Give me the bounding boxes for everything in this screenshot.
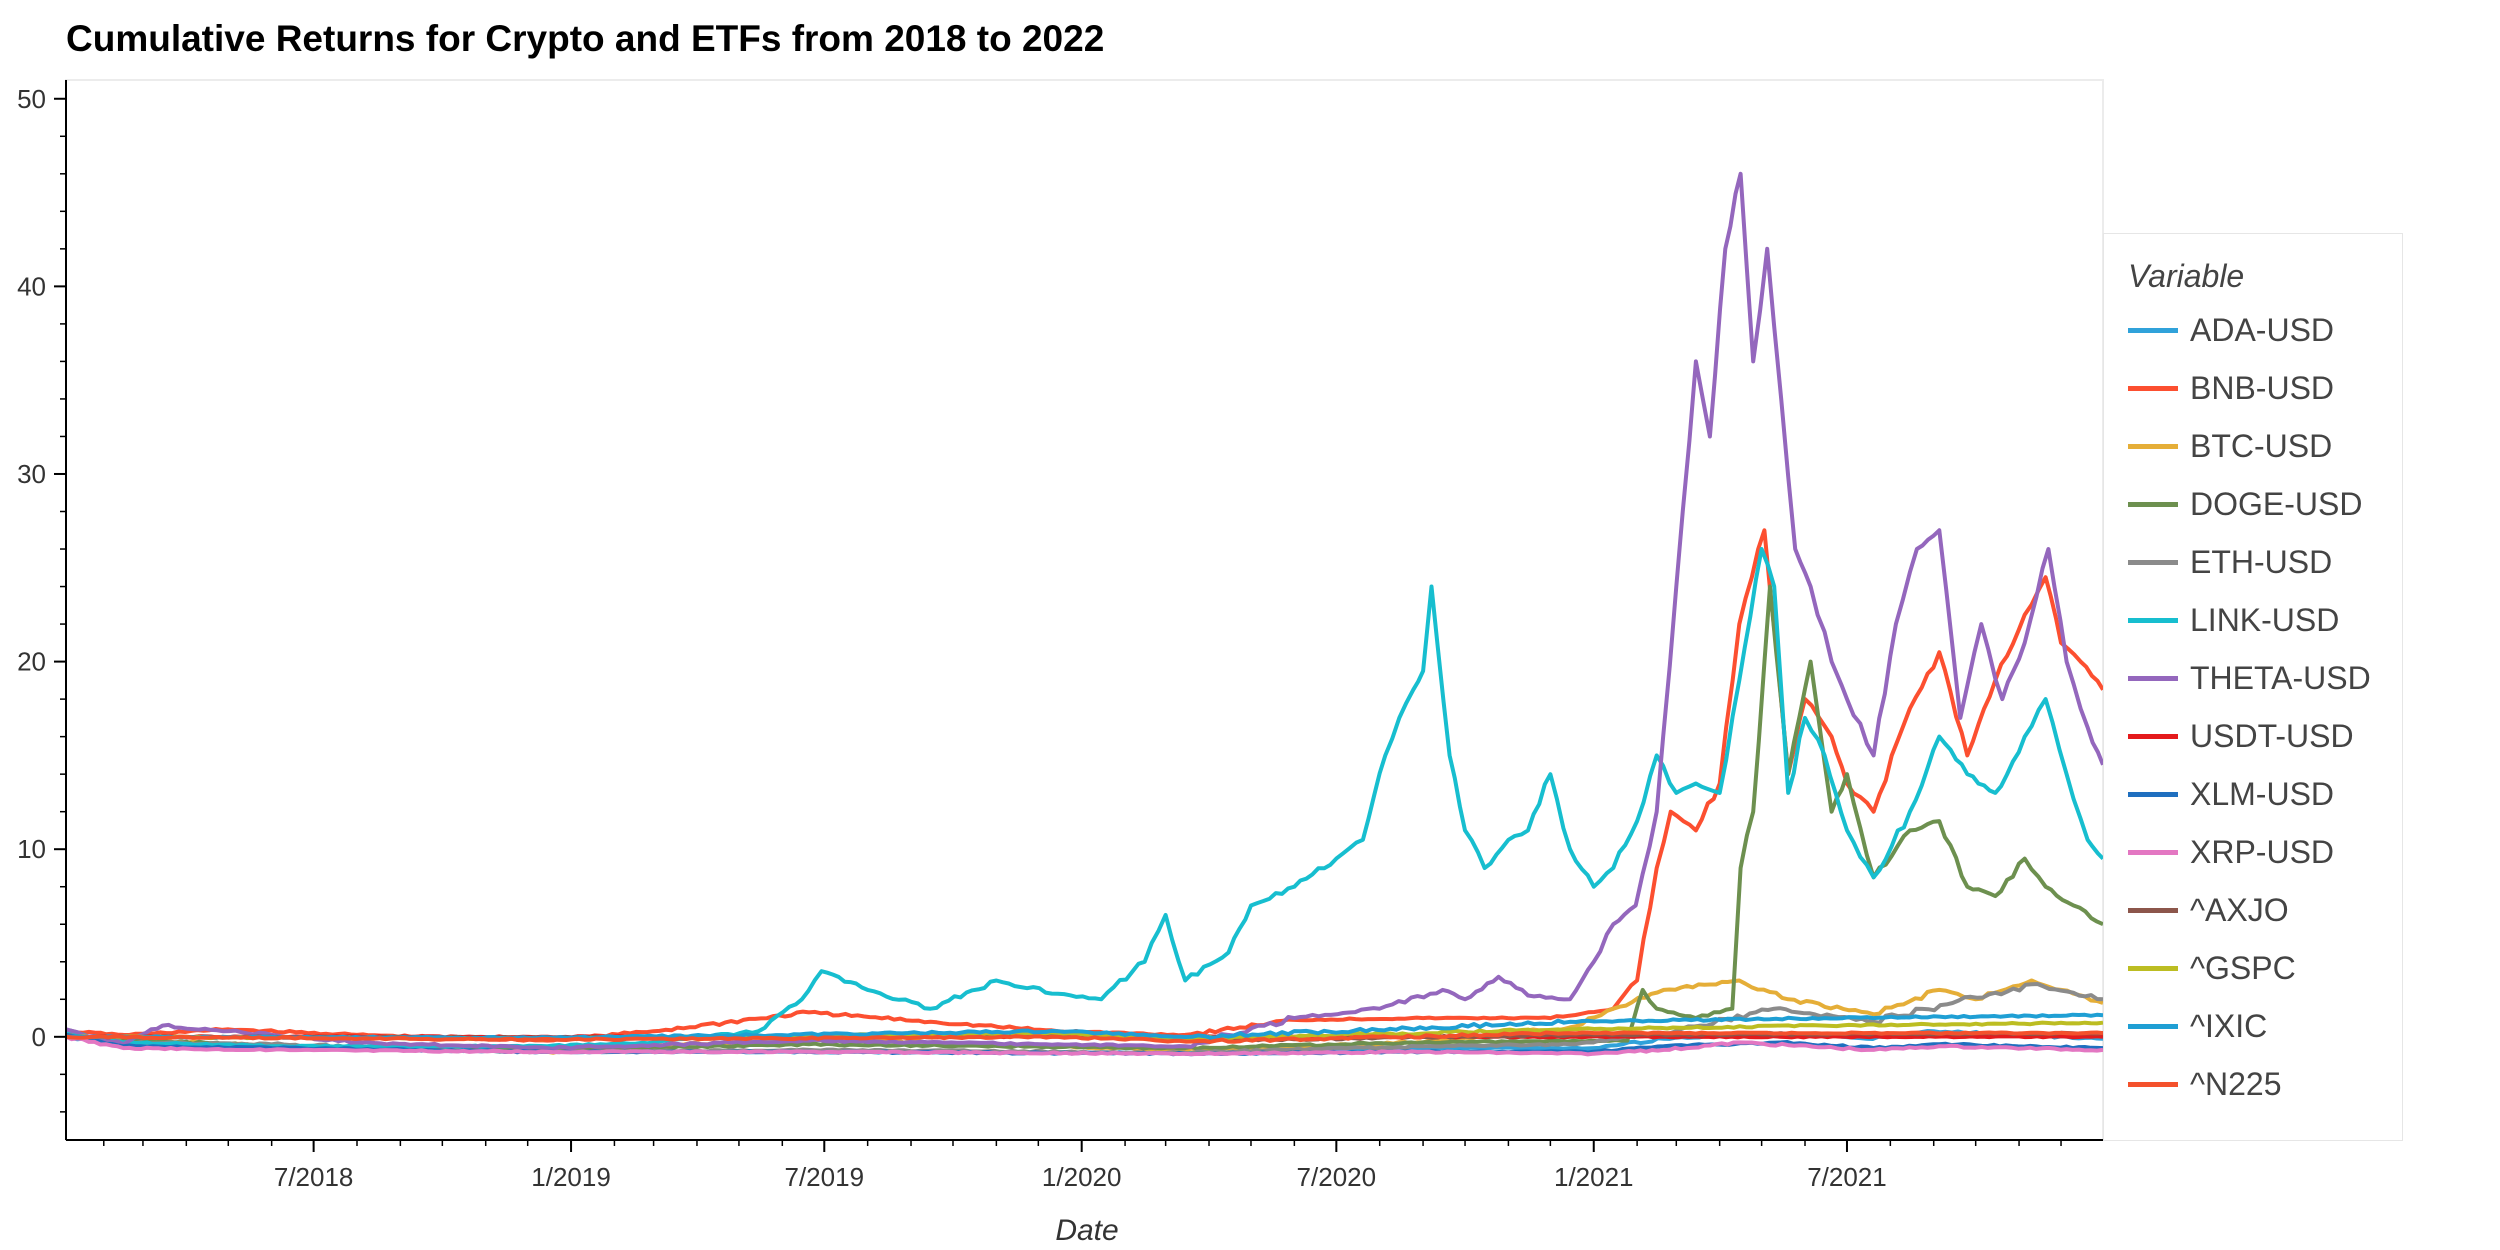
legend-label: ADA-USD	[2190, 311, 2335, 348]
series-line--n225	[65, 1030, 2104, 1044]
series-line-xrp-usd	[65, 1034, 2104, 1057]
legend-label: ETH-USD	[2190, 543, 2333, 580]
legend-item[interactable]: ^AXJO	[2128, 890, 2289, 930]
legend-label: LINK-USD	[2190, 601, 2340, 638]
chart-title: Cumulative Returns for Crypto and ETFs f…	[66, 18, 1105, 59]
x-axis-title: Date	[1055, 1214, 1118, 1247]
legend-swatch	[2128, 559, 2178, 565]
legend-item[interactable]: ^GSPC	[2128, 948, 2296, 988]
y-tick-label: 50	[17, 84, 46, 114]
legend-label: ^IXIC	[2190, 1007, 2268, 1044]
legend-label: DOGE-USD	[2190, 485, 2363, 522]
x-tick-label: 7/2018	[274, 1162, 354, 1192]
series-line-theta-usd	[65, 171, 2105, 1051]
x-tick-label: 7/2020	[1297, 1162, 1377, 1192]
plot-background	[65, 79, 2104, 1141]
legend-swatch	[2128, 1081, 2178, 1087]
legend-item[interactable]: ^IXIC	[2128, 1006, 2267, 1046]
x-tick-label: 1/2019	[531, 1162, 611, 1192]
legend-label: ^N225	[2190, 1065, 2282, 1102]
legend-item[interactable]: ETH-USD	[2128, 542, 2332, 582]
legend-swatch	[2128, 791, 2178, 797]
legend-swatch	[2128, 327, 2178, 333]
legend-swatch	[2128, 1023, 2178, 1029]
legend-swatch	[2128, 443, 2178, 449]
legend-label: BNB-USD	[2190, 369, 2335, 406]
legend-item[interactable]: XLM-USD	[2128, 774, 2334, 814]
legend-swatch	[2128, 675, 2178, 681]
y-tick-label: 30	[17, 459, 46, 489]
legend-label: BTC-USD	[2190, 427, 2333, 464]
y-tick-label: 10	[17, 834, 46, 864]
legend-item[interactable]: BTC-USD	[2128, 426, 2332, 466]
y-tick-label: 40	[17, 271, 46, 301]
legend: Variable ADA-USD BNB-USD BTC-USD DOGE-USD ET…	[2103, 233, 2403, 1141]
legend-swatch	[2128, 385, 2178, 391]
legend-item[interactable]: XRP-USD	[2128, 832, 2334, 872]
legend-swatch	[2128, 501, 2178, 507]
legend-item[interactable]: ADA-USD	[2128, 310, 2334, 350]
x-tick-label: 7/2019	[785, 1162, 865, 1192]
x-tick-label: 7/2021	[1807, 1162, 1887, 1192]
legend-label: THETA-USD	[2190, 659, 2371, 696]
x-tick-label: 1/2020	[1042, 1162, 1122, 1192]
legend-label: USDT-USD	[2190, 717, 2354, 754]
legend-label: ^GSPC	[2190, 949, 2296, 986]
legend-item[interactable]: BNB-USD	[2128, 368, 2334, 408]
legend-item[interactable]: LINK-USD	[2128, 600, 2339, 640]
y-tick-label: 0	[32, 1022, 46, 1052]
legend-title: Variable	[2128, 258, 2245, 294]
legend-label: XRP-USD	[2190, 833, 2335, 870]
series-line-link-usd	[65, 547, 2105, 1049]
legend-item[interactable]: DOGE-USD	[2128, 484, 2362, 524]
legend-swatch	[2128, 733, 2178, 739]
legend-swatch	[2128, 617, 2178, 623]
legend-item[interactable]: THETA-USD	[2128, 658, 2371, 698]
legend-label: XLM-USD	[2190, 775, 2335, 812]
x-tick-label: 1/2021	[1554, 1162, 1634, 1192]
legend-label: ^AXJO	[2190, 891, 2289, 928]
y-tick-label: 20	[17, 647, 46, 677]
legend-item[interactable]: USDT-USD	[2128, 716, 2354, 756]
x-axis-ticks: 7/2018 1/2019 7/2019 1/2020 7/2020 1/2021 7/20…	[103, 1140, 2062, 1192]
legend-swatch	[2128, 849, 2178, 855]
legend-swatch	[2128, 965, 2178, 971]
series-layer	[65, 171, 2105, 1057]
legend-item[interactable]: ^N225	[2128, 1064, 2282, 1104]
y-axis-ticks: 0 10 20 30 40 50	[17, 84, 66, 1113]
legend-swatch	[2128, 907, 2178, 913]
